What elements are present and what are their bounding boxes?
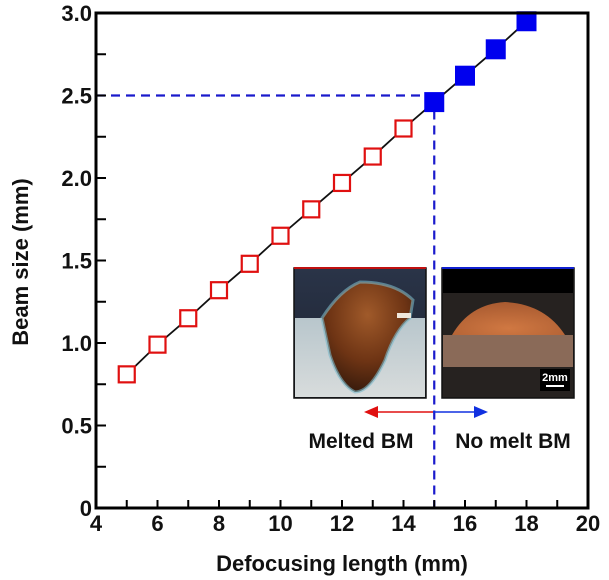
- open-square-marker: [271, 226, 290, 245]
- x-tick-label: 16: [453, 511, 477, 536]
- y-tick-label: 2.0: [61, 166, 92, 191]
- left-arrow-head: [364, 406, 378, 418]
- scale-bar-label: 2mm: [542, 372, 568, 384]
- x-tick-label: 8: [213, 511, 225, 536]
- open-square-marker: [117, 365, 136, 384]
- x-tick-label: 6: [151, 511, 163, 536]
- substrate: [443, 335, 573, 367]
- reference-lines: [96, 94, 436, 508]
- x-axis-title: Defocusing length (mm): [216, 551, 468, 576]
- x-tick-labels: 4 6 8 10 12 14 16 18 20: [90, 511, 600, 536]
- y-tick-label: 1.5: [61, 249, 92, 274]
- axes: [94, 11, 590, 510]
- x-tick-label: 20: [576, 511, 600, 536]
- cross-section-insets: [293, 267, 575, 418]
- open-square-marker: [363, 147, 382, 166]
- filled-square-marker: [485, 39, 506, 60]
- filled-square-marker: [424, 92, 445, 113]
- y-tick-label: 0: [80, 496, 92, 521]
- open-square-marker: [209, 281, 229, 300]
- open-square-marker: [394, 119, 413, 138]
- open-square-marker: [302, 200, 321, 219]
- no-melt-bm-label: No melt BM: [455, 430, 571, 453]
- deposit-dome: [452, 302, 565, 335]
- highlight: [397, 313, 411, 318]
- x-tick-label: 18: [514, 511, 538, 536]
- y-axis-title: Beam size (mm): [8, 178, 33, 346]
- y-tick-label: 1.0: [61, 331, 92, 356]
- weld-bead: [320, 280, 415, 394]
- x-tick-label: 4: [90, 511, 103, 536]
- x-tick-label: 14: [391, 511, 416, 536]
- open-square-marker: [240, 254, 259, 273]
- filled-square-marker: [455, 65, 475, 86]
- filled-square-marker: [516, 11, 537, 32]
- annotations: Melted BM No melt BM 2mm: [309, 372, 571, 453]
- open-square-marker: [332, 173, 352, 193]
- right-arrow-head: [474, 406, 488, 418]
- open-square-marker: [179, 309, 198, 328]
- x-tick-label: 12: [330, 511, 354, 536]
- open-square-marker: [148, 335, 167, 354]
- data-markers: [117, 11, 537, 384]
- y-tick-label: 3.0: [61, 1, 92, 26]
- melted-bm-label: Melted BM: [309, 430, 414, 453]
- y-tick-label: 2.5: [61, 84, 92, 109]
- melted-bm-photo: [293, 267, 427, 399]
- y-tick-labels: 0 0.5 1.0 1.5 2.0 2.5 3.0: [61, 1, 92, 521]
- photo-black-band: [443, 269, 573, 293]
- no-melt-bm-photo: [441, 267, 575, 399]
- y-tick-label: 0.5: [61, 414, 92, 439]
- x-tick-label: 10: [268, 511, 292, 536]
